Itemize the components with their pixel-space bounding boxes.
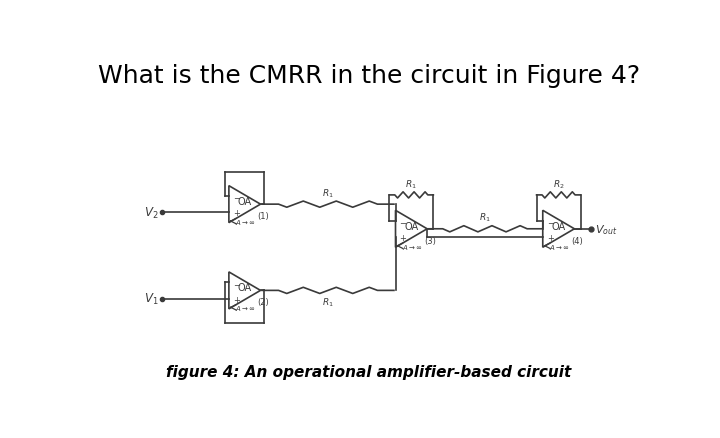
Text: OA: OA bbox=[404, 221, 418, 231]
Text: $A{\to}\infty$: $A{\to}\infty$ bbox=[235, 304, 256, 313]
Text: $R_1$: $R_1$ bbox=[322, 187, 334, 199]
Text: $+$: $+$ bbox=[400, 233, 408, 242]
Text: OA: OA bbox=[238, 197, 252, 207]
Text: $A{\to}\infty$: $A{\to}\infty$ bbox=[235, 218, 256, 226]
Text: $R_1$: $R_1$ bbox=[405, 177, 417, 190]
Text: OA: OA bbox=[238, 283, 252, 293]
Text: OA: OA bbox=[552, 221, 566, 231]
Text: figure 4: An operational amplifier-based circuit: figure 4: An operational amplifier-based… bbox=[166, 364, 572, 379]
Text: (4): (4) bbox=[571, 236, 583, 245]
Text: $R_1$: $R_1$ bbox=[322, 296, 334, 308]
Text: $R_2$: $R_2$ bbox=[553, 177, 564, 190]
Text: $V_2$: $V_2$ bbox=[144, 205, 158, 220]
Text: $R_1$: $R_1$ bbox=[479, 212, 491, 224]
Text: What is the CMRR in the circuit in Figure 4?: What is the CMRR in the circuit in Figur… bbox=[98, 64, 640, 88]
Text: $V_1$: $V_1$ bbox=[144, 291, 158, 306]
Text: (1): (1) bbox=[258, 212, 269, 220]
Text: $-$: $-$ bbox=[233, 192, 241, 201]
Text: $+$: $+$ bbox=[233, 294, 240, 304]
Text: $-$: $-$ bbox=[400, 217, 408, 226]
Text: $A{\to}\infty$: $A{\to}\infty$ bbox=[549, 242, 570, 251]
Text: $A{\to}\infty$: $A{\to}\infty$ bbox=[402, 242, 423, 251]
Text: $+$: $+$ bbox=[546, 233, 554, 242]
Text: $-$: $-$ bbox=[233, 278, 241, 287]
Text: $+$: $+$ bbox=[233, 208, 240, 218]
Text: $V_{out}$: $V_{out}$ bbox=[595, 223, 617, 236]
Text: (3): (3) bbox=[424, 236, 436, 245]
Text: (2): (2) bbox=[258, 297, 269, 307]
Text: $-$: $-$ bbox=[546, 217, 554, 226]
